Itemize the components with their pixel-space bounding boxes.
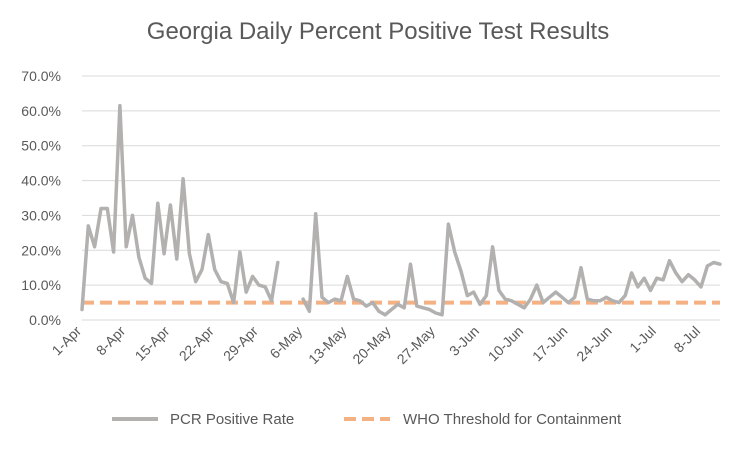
y-axis-ticks: 0.0% 10.0% 20.0% 30.0% 40.0% 50.0% 60.0% 70.0% — [21, 68, 61, 328]
x-tick-label: 15-Apr — [132, 323, 173, 364]
x-tick-label: 10-Jun — [485, 323, 527, 365]
x-tick-label: 8-Jul — [670, 323, 703, 356]
y-tick-label: 20.0% — [21, 242, 61, 258]
y-tick-label: 40.0% — [21, 173, 61, 189]
x-tick-label: 8-Apr — [93, 323, 129, 359]
x-tick-label: 13-May — [305, 323, 349, 367]
x-tick-label: 17-Jun — [529, 323, 571, 365]
x-tick-label: 27-May — [394, 323, 438, 367]
legend-label-pcr: PCR Positive Rate — [170, 411, 294, 428]
y-tick-label: 60.0% — [21, 103, 61, 119]
chart-title: Georgia Daily Percent Positive Test Resu… — [146, 18, 610, 45]
x-tick-label: 29-Apr — [220, 323, 261, 364]
x-tick-label: 20-May — [349, 323, 393, 367]
pcr-positive-rate-line — [80, 103, 280, 312]
x-tick-label: 24-Jun — [573, 323, 615, 365]
x-tick-label: 22-Apr — [176, 323, 217, 364]
series-group — [80, 103, 722, 317]
x-tick-label: 1-Jul — [626, 323, 659, 356]
x-axis-ticks: 1-Apr 8-Apr 15-Apr 22-Apr 29-Apr 6-May 13-May 2… — [49, 323, 704, 368]
legend-label-who: WHO Threshold for Containment — [403, 411, 622, 428]
y-tick-label: 50.0% — [21, 138, 61, 154]
y-tick-label: 10.0% — [21, 277, 61, 293]
x-tick-label: 3-Jun — [446, 323, 482, 359]
legend: PCR Positive Rate WHO Threshold for Conta… — [112, 411, 622, 428]
pcr-positive-rate-line — [301, 211, 722, 317]
y-tick-label: 0.0% — [29, 312, 61, 328]
y-tick-label: 30.0% — [21, 207, 61, 223]
x-tick-label: 6-May — [266, 323, 305, 362]
y-tick-label: 70.0% — [21, 68, 61, 84]
